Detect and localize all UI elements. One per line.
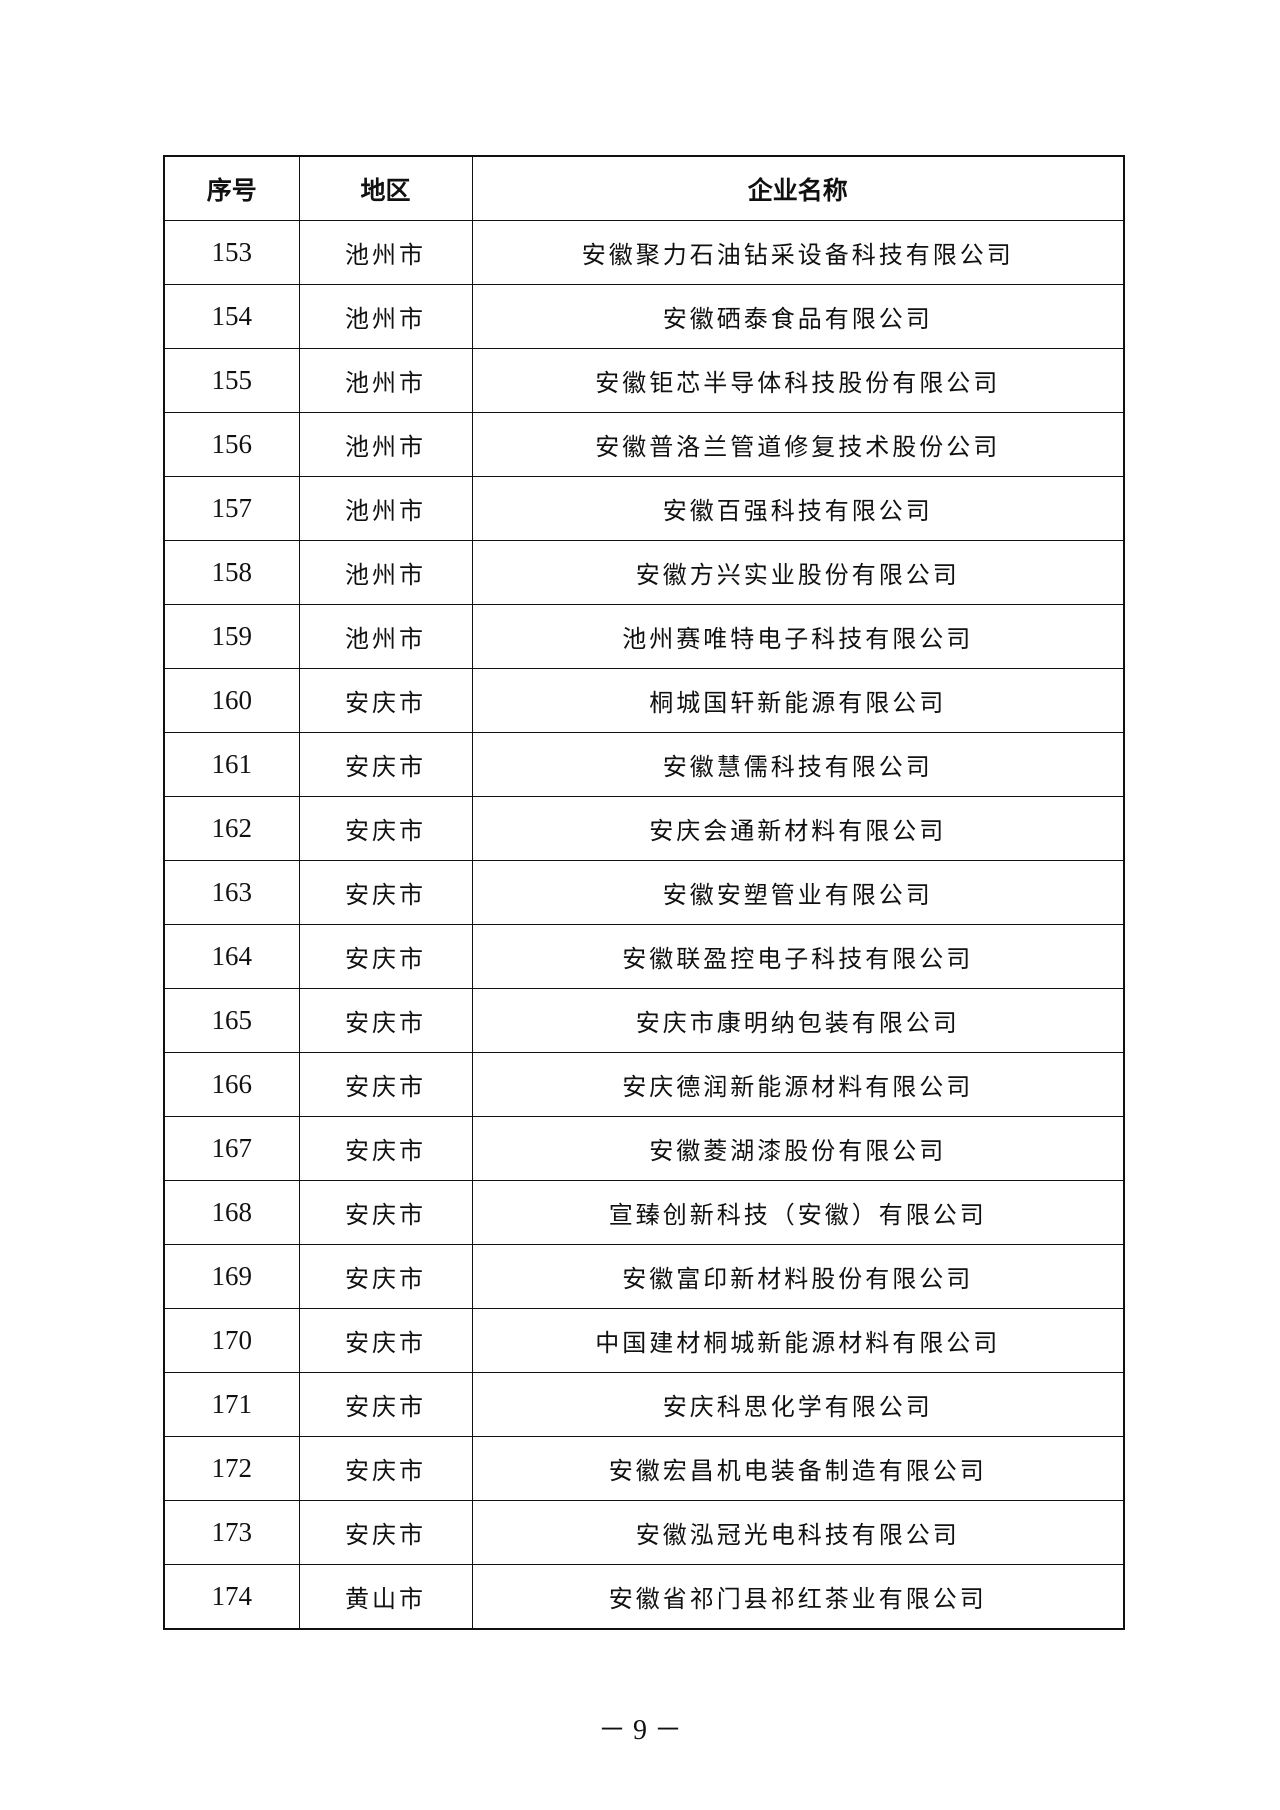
- region-cell: 安庆市: [298, 1244, 473, 1309]
- index-cell: 155: [163, 348, 300, 413]
- table-row: 167 安庆市 安徽菱湖漆股份有限公司: [163, 1116, 1125, 1181]
- region-cell: 池州市: [298, 412, 473, 477]
- region-cell: 安庆市: [298, 1436, 473, 1501]
- company-name-cell: 安徽硒泰食品有限公司: [471, 284, 1125, 349]
- region-cell: 池州市: [298, 540, 473, 605]
- page-number: － 9 －: [597, 1715, 682, 1746]
- region-cell: 安庆市: [298, 1116, 473, 1181]
- table-row: 155 池州市 安徽钜芯半导体科技股份有限公司: [163, 348, 1125, 413]
- region-cell: 池州市: [298, 604, 473, 669]
- enterprise-table: 序号 地区 企业名称 153 池州市 安徽聚力石油钻采设备科技有限公司 154 池州市安…: [163, 155, 1125, 1630]
- region-cell: 安庆市: [298, 988, 473, 1053]
- table-row: 168 安庆市 宣臻创新科技（安徽）有限公司: [163, 1180, 1125, 1245]
- table-row: 161 安庆市 安徽慧儒科技有限公司: [163, 732, 1125, 797]
- company-name-cell: 宣臻创新科技（安徽）有限公司: [471, 1180, 1125, 1245]
- table-row: 174 黄山市 安徽省祁门县祁红茶业有限公司: [163, 1564, 1125, 1630]
- region-cell: 安庆市: [298, 1500, 473, 1565]
- company-name-cell: 安徽泓冠光电科技有限公司: [471, 1500, 1125, 1565]
- index-cell: 174: [163, 1564, 300, 1630]
- region-cell: 安庆市: [298, 924, 473, 989]
- company-name-cell: 安庆会通新材料有限公司: [471, 796, 1125, 861]
- region-cell: 安庆市: [298, 732, 473, 797]
- index-cell: 160: [163, 668, 300, 733]
- header-company-name: 企业名称: [471, 155, 1125, 221]
- table-row: 165 安庆市 安庆市康明纳包装有限公司: [163, 988, 1125, 1053]
- index-cell: 170: [163, 1308, 300, 1373]
- header-row: 序号 地区 企业名称: [163, 155, 1125, 221]
- company-name-cell: 池州赛唯特电子科技有限公司: [471, 604, 1125, 669]
- company-name-cell: 安徽普洛兰管道修复技术股份公司: [471, 412, 1125, 477]
- header-region: 地区: [298, 155, 473, 221]
- region-cell: 安庆市: [298, 796, 473, 861]
- region-cell: 池州市: [298, 476, 473, 541]
- region-cell: 安庆市: [298, 1372, 473, 1437]
- index-cell: 164: [163, 924, 300, 989]
- index-cell: 173: [163, 1500, 300, 1565]
- company-name-cell: 安徽百强科技有限公司: [471, 476, 1125, 541]
- index-cell: 172: [163, 1436, 300, 1501]
- index-cell: 168: [163, 1180, 300, 1245]
- index-cell: 163: [163, 860, 300, 925]
- table-row: 169 安庆市 安徽富印新材料股份有限公司: [163, 1244, 1125, 1309]
- company-name-cell: 安徽慧儒科技有限公司: [471, 732, 1125, 797]
- index-cell: 158: [163, 540, 300, 605]
- table-row: 156 池州市 安徽普洛兰管道修复技术股份公司: [163, 412, 1125, 477]
- table-row: 163 安庆市 安徽安塑管业有限公司: [163, 860, 1125, 925]
- table-row: 166 安庆市 安庆德润新能源材料有限公司: [163, 1052, 1125, 1117]
- company-name-cell: 中国建材桐城新能源材料有限公司: [471, 1308, 1125, 1373]
- table-row: 159 池州市 池州赛唯特电子科技有限公司: [163, 604, 1125, 669]
- company-name-cell: 安徽菱湖漆股份有限公司: [471, 1116, 1125, 1181]
- index-cell: 161: [163, 732, 300, 797]
- company-name-cell: 安徽方兴实业股份有限公司: [471, 540, 1125, 605]
- region-cell: 安庆市: [298, 1308, 473, 1373]
- region-cell: 安庆市: [298, 860, 473, 925]
- region-cell: 安庆市: [298, 1052, 473, 1117]
- table-row: 153 池州市 安徽聚力石油钻采设备科技有限公司: [163, 220, 1125, 285]
- company-name-cell: 桐城国轩新能源有限公司: [471, 668, 1125, 733]
- table-row: 164 安庆市 安徽联盈控电子科技有限公司: [163, 924, 1125, 989]
- table-row: 173 安庆市 安徽泓冠光电科技有限公司: [163, 1500, 1125, 1565]
- company-name-cell: 安徽宏昌机电装备制造有限公司: [471, 1436, 1125, 1501]
- company-name-cell: 安徽富印新材料股份有限公司: [471, 1244, 1125, 1309]
- index-cell: 171: [163, 1372, 300, 1437]
- table-row: 154 池州市 安徽硒泰食品有限公司: [163, 284, 1125, 349]
- table-row: 172 安庆市 安徽宏昌机电装备制造有限公司: [163, 1436, 1125, 1501]
- company-name-cell: 安徽安塑管业有限公司: [471, 860, 1125, 925]
- company-name-cell: 安庆德润新能源材料有限公司: [471, 1052, 1125, 1117]
- region-cell: 池州市: [298, 220, 473, 285]
- region-cell: 黄山市: [298, 1564, 473, 1630]
- company-name-cell: 安徽省祁门县祁红茶业有限公司: [471, 1564, 1125, 1630]
- index-cell: 166: [163, 1052, 300, 1117]
- header-index: 序号: [163, 155, 300, 221]
- table-row: 162 安庆市 安庆会通新材料有限公司: [163, 796, 1125, 861]
- company-name-cell: 安庆市康明纳包装有限公司: [471, 988, 1125, 1053]
- table-row: 170 安庆市 中国建材桐城新能源材料有限公司: [163, 1308, 1125, 1373]
- table-row: 171 安庆市 安庆科思化学有限公司: [163, 1372, 1125, 1437]
- index-cell: 153: [163, 220, 300, 285]
- table-row: 158 池州市 安徽方兴实业股份有限公司: [163, 540, 1125, 605]
- region-cell: 安庆市: [298, 1180, 473, 1245]
- index-cell: 154: [163, 284, 300, 349]
- region-cell: 安庆市: [298, 668, 473, 733]
- region-cell: 池州市: [298, 348, 473, 413]
- index-cell: 167: [163, 1116, 300, 1181]
- index-cell: 156: [163, 412, 300, 477]
- index-cell: 162: [163, 796, 300, 861]
- company-name-cell: 安徽钜芯半导体科技股份有限公司: [471, 348, 1125, 413]
- company-name-cell: 安庆科思化学有限公司: [471, 1372, 1125, 1437]
- index-cell: 169: [163, 1244, 300, 1309]
- index-cell: 159: [163, 604, 300, 669]
- index-cell: 157: [163, 476, 300, 541]
- index-cell: 165: [163, 988, 300, 1053]
- region-cell: 池州市: [298, 284, 473, 349]
- table-row: 157 池州市 安徽百强科技有限公司: [163, 476, 1125, 541]
- company-name-cell: 安徽联盈控电子科技有限公司: [471, 924, 1125, 989]
- company-name-cell: 安徽聚力石油钻采设备科技有限公司: [471, 220, 1125, 285]
- table-row: 160 安庆市 桐城国轩新能源有限公司: [163, 668, 1125, 733]
